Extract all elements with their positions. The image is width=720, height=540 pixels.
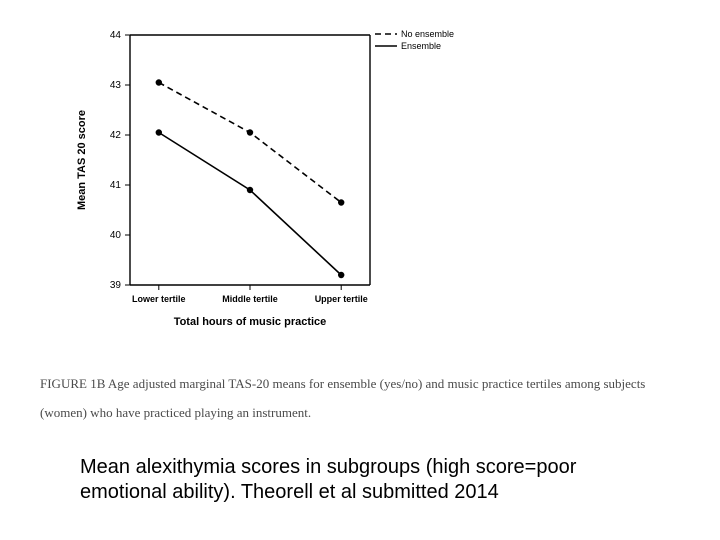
- svg-text:Ensemble: Ensemble: [401, 41, 441, 51]
- tas20-line-chart: 39 40 41 42 43 44 Lower tertile Middle tertile U…: [60, 20, 460, 340]
- svg-text:No ensemble: No ensemble: [401, 29, 454, 39]
- figure-caption: FIGURE 1B Age adjusted marginal TAS-20 m…: [40, 370, 680, 427]
- slide-caption: Mean alexithymia scores in subgroups (hi…: [80, 455, 640, 505]
- svg-text:43: 43: [110, 80, 122, 91]
- chart-svg: 39 40 41 42 43 44 Lower tertile Middle tertile U…: [60, 20, 460, 340]
- svg-text:Upper tertile: Upper tertile: [315, 294, 368, 304]
- svg-text:40: 40: [110, 230, 122, 241]
- svg-text:Middle tertile: Middle tertile: [222, 294, 278, 304]
- svg-text:44: 44: [110, 30, 122, 41]
- svg-text:39: 39: [110, 280, 122, 291]
- svg-text:Total hours of music practice: Total hours of music practice: [174, 316, 327, 328]
- svg-text:Lower tertile: Lower tertile: [132, 294, 186, 304]
- svg-text:41: 41: [110, 180, 122, 191]
- page-root: 39 40 41 42 43 44 Lower tertile Middle tertile U…: [0, 0, 720, 540]
- svg-text:Mean TAS 20 score: Mean TAS 20 score: [76, 110, 88, 210]
- svg-text:42: 42: [110, 130, 122, 141]
